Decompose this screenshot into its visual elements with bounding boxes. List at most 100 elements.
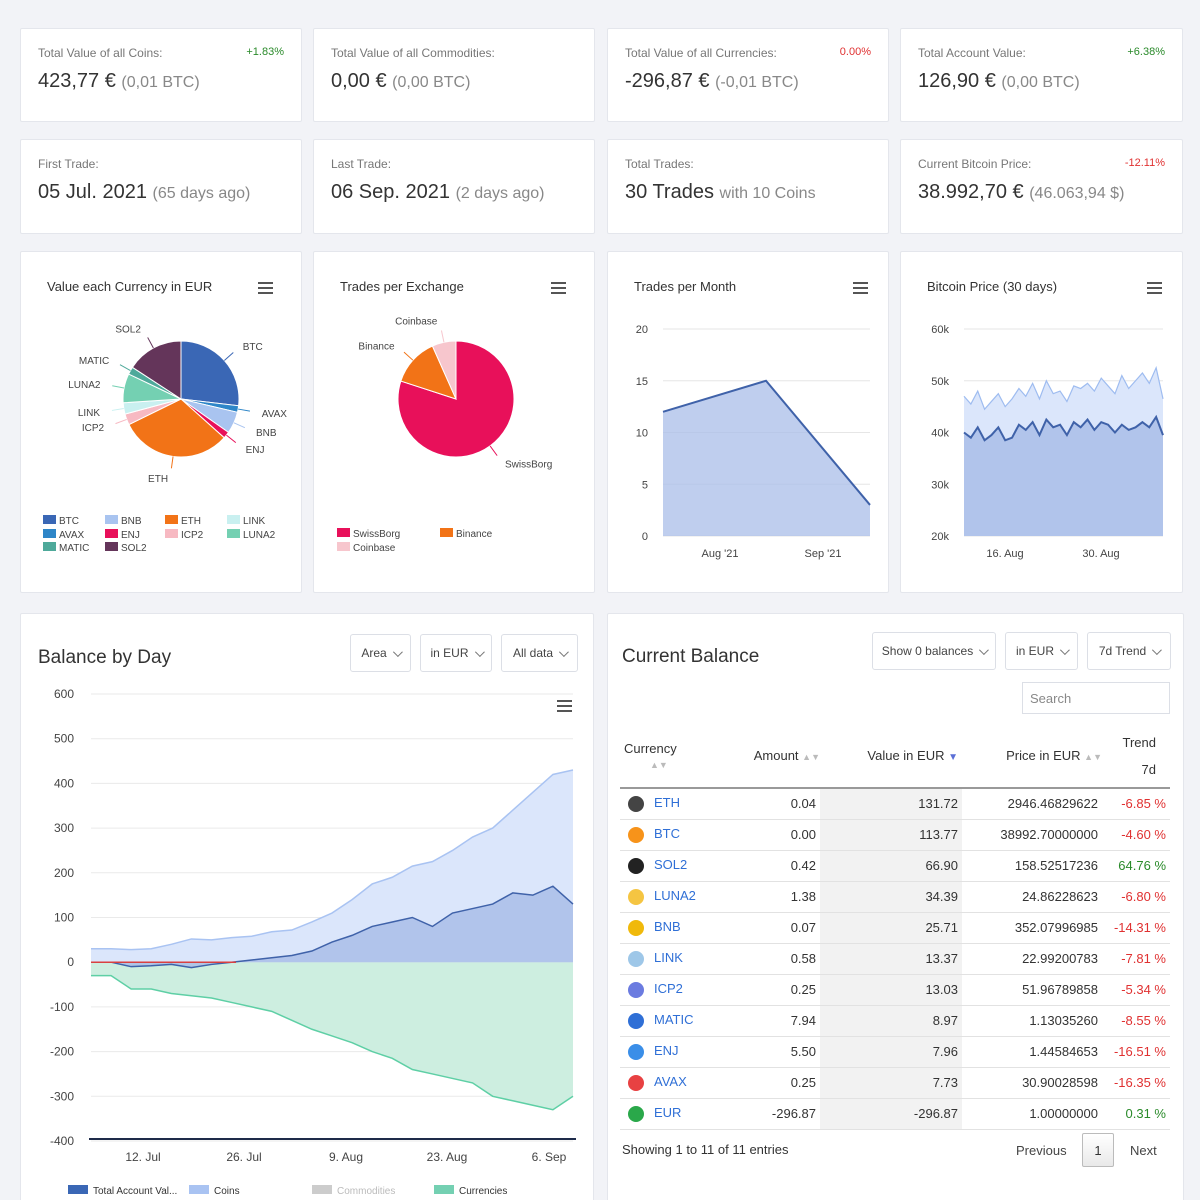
currency-name[interactable]: ETH (654, 795, 680, 811)
currency-cell[interactable]: MATIC (620, 1005, 720, 1037)
pie-slice-eth[interactable] (128, 398, 225, 458)
legend-swatch (337, 528, 350, 537)
pie-connector (170, 456, 174, 469)
previous-button[interactable]: Previous (1016, 1143, 1067, 1158)
col-amount[interactable]: Amount ▲▼ (720, 724, 820, 789)
x-tick-label: Aug '21 (702, 548, 739, 560)
balance-currency-dropdown[interactable]: in EUR (1005, 632, 1078, 670)
dropdown-value: Show 0 balances (881, 644, 974, 658)
price-cell: 1.00000000 (962, 1098, 1102, 1130)
currency-name[interactable]: EUR (654, 1105, 682, 1121)
trend-cell: 0.31 % (1102, 1098, 1170, 1130)
col-price[interactable]: Price in EUR ▲▼ (962, 724, 1102, 789)
table-row[interactable]: ETH 0.04 131.72 2946.46829622 -6.85 % (620, 788, 1170, 820)
stat-card: Total Value of all Coins: +1.83% 423,77 € … (20, 28, 302, 122)
y-tick-label: 500 (54, 732, 74, 746)
col-label: 7d (1141, 761, 1156, 777)
currency-name[interactable]: AVAX (654, 1074, 687, 1090)
pie-slice-swissborg[interactable] (397, 340, 515, 458)
search-input[interactable] (1022, 682, 1170, 714)
y-tick-label: 0 (642, 531, 648, 543)
legend-item: Currencies (459, 1186, 507, 1197)
pie-slice-btc[interactable] (180, 340, 240, 407)
chart-menu-icon[interactable] (557, 700, 572, 713)
stat-main-value: 423,77 € (38, 70, 116, 92)
currency-name[interactable]: LUNA2 (654, 888, 696, 904)
x-tick-label: 16. Aug (986, 548, 1023, 560)
avalanche-icon (628, 1074, 644, 1091)
currency-cell[interactable]: AVAX (620, 1067, 720, 1099)
table-row[interactable]: AVAX 0.25 7.73 30.90028598 -16.35 % (620, 1067, 1170, 1099)
table-row[interactable]: LUNA2 1.38 34.39 24.86228623 -6.80 % (620, 881, 1170, 913)
price-cell: 1.44584653 (962, 1036, 1102, 1068)
trades-line (662, 379, 871, 506)
currency-cell[interactable]: LUNA2 (620, 881, 720, 913)
currency-cell[interactable]: EUR (620, 1098, 720, 1130)
trend-cell: -6.80 % (1102, 881, 1170, 913)
show-zero-dropdown[interactable]: Show 0 balances (872, 632, 996, 670)
x-tick-label: 23. Aug (427, 1150, 468, 1164)
legend-item: SwissBorg (353, 529, 400, 540)
table-row[interactable]: EUR -296.87 -296.87 1.00000000 0.31 % (620, 1098, 1170, 1130)
currency-dropdown[interactable]: in EUR (420, 634, 492, 672)
legend-item: Coins (214, 1186, 240, 1197)
table-row[interactable]: LINK 0.58 13.37 22.99200783 -7.81 % (620, 943, 1170, 975)
currency-name[interactable]: BTC (654, 826, 680, 842)
legend-item: ETH (181, 516, 201, 527)
table-row[interactable]: BNB 0.07 25.71 352.07996985 -14.31 % (620, 912, 1170, 944)
currency-name[interactable]: MATIC (654, 1012, 694, 1028)
currency-cell[interactable]: ENJ (620, 1036, 720, 1068)
currency-cell[interactable]: ICP2 (620, 974, 720, 1006)
chart-menu-icon[interactable] (258, 282, 273, 295)
table-row[interactable]: ENJ 5.50 7.96 1.44584653 -16.51 % (620, 1036, 1170, 1068)
y-tick-label: 600 (54, 687, 74, 701)
col-trend[interactable]: Trend 7d (1102, 724, 1170, 789)
amount-cell: -296.87 (720, 1098, 820, 1130)
next-button[interactable]: Next (1130, 1143, 1157, 1158)
currency-name[interactable]: ENJ (654, 1043, 679, 1059)
currency-cell[interactable]: LINK (620, 943, 720, 975)
chart-menu-icon[interactable] (1147, 282, 1162, 295)
stat-change: +1.83% (246, 46, 284, 58)
range-dropdown[interactable]: All data (501, 634, 578, 672)
trend-cell: -16.35 % (1102, 1067, 1170, 1099)
table-row[interactable]: MATIC 7.94 8.97 1.13035260 -8.55 % (620, 1005, 1170, 1037)
legend-swatch (165, 515, 178, 524)
currency-cell[interactable]: SOL2 (620, 850, 720, 882)
chart-type-dropdown[interactable]: Area (350, 634, 411, 672)
stat-main-value: 0,00 € (331, 70, 387, 92)
y-tick-label: 20k (931, 531, 949, 543)
value-cell: 25.71 (820, 912, 962, 944)
currency-pie-card: Value each Currency in EUR BTC AVAX BNB ENJ… (20, 251, 302, 593)
table-row[interactable]: BTC 0.00 113.77 38992.70000000 -4.60 % (620, 819, 1170, 851)
currency-cell[interactable]: BTC (620, 819, 720, 851)
chart-menu-icon[interactable] (551, 282, 566, 295)
enjin-icon (628, 1043, 644, 1060)
currency-cell[interactable]: ETH (620, 788, 720, 820)
col-currency[interactable]: Currency ▲▼ (620, 724, 720, 789)
col-value[interactable]: Value in EUR ▼ (820, 724, 962, 789)
stat-main-value: 38.992,70 € (918, 181, 1024, 203)
trend-dropdown[interactable]: 7d Trend (1087, 632, 1171, 670)
currency-name[interactable]: BNB (654, 919, 681, 935)
pie-connector (111, 407, 124, 411)
pie-label: Binance (358, 341, 395, 352)
sort-icon: ▲▼ (802, 752, 820, 762)
trend-cell: -16.51 % (1102, 1036, 1170, 1068)
btc-price-chart: 20k 30k 40k 50k 60k 16. Aug 30. Aug (931, 324, 1164, 560)
currency-name[interactable]: LINK (654, 950, 683, 966)
stat-sub-value: with 10 Coins (719, 185, 816, 202)
stat-value: 06 Sep. 2021 (2 days ago) (331, 181, 545, 204)
table-row[interactable]: ICP2 0.25 13.03 51.96789858 -5.34 % (620, 974, 1170, 1006)
stat-label: First Trade: (38, 157, 99, 171)
currency-name[interactable]: SOL2 (654, 857, 688, 873)
table-row[interactable]: SOL2 0.42 66.90 158.52517236 64.76 % (620, 850, 1170, 882)
col-label: Price in EUR (1006, 748, 1081, 763)
chart-menu-icon[interactable] (853, 282, 868, 295)
y-tick-label: 200 (54, 866, 74, 880)
pie-connector (440, 330, 445, 343)
page-1-button[interactable]: 1 (1082, 1133, 1114, 1167)
price-cell: 30.90028598 (962, 1067, 1102, 1099)
currency-name[interactable]: ICP2 (654, 981, 683, 997)
currency-cell[interactable]: BNB (620, 912, 720, 944)
